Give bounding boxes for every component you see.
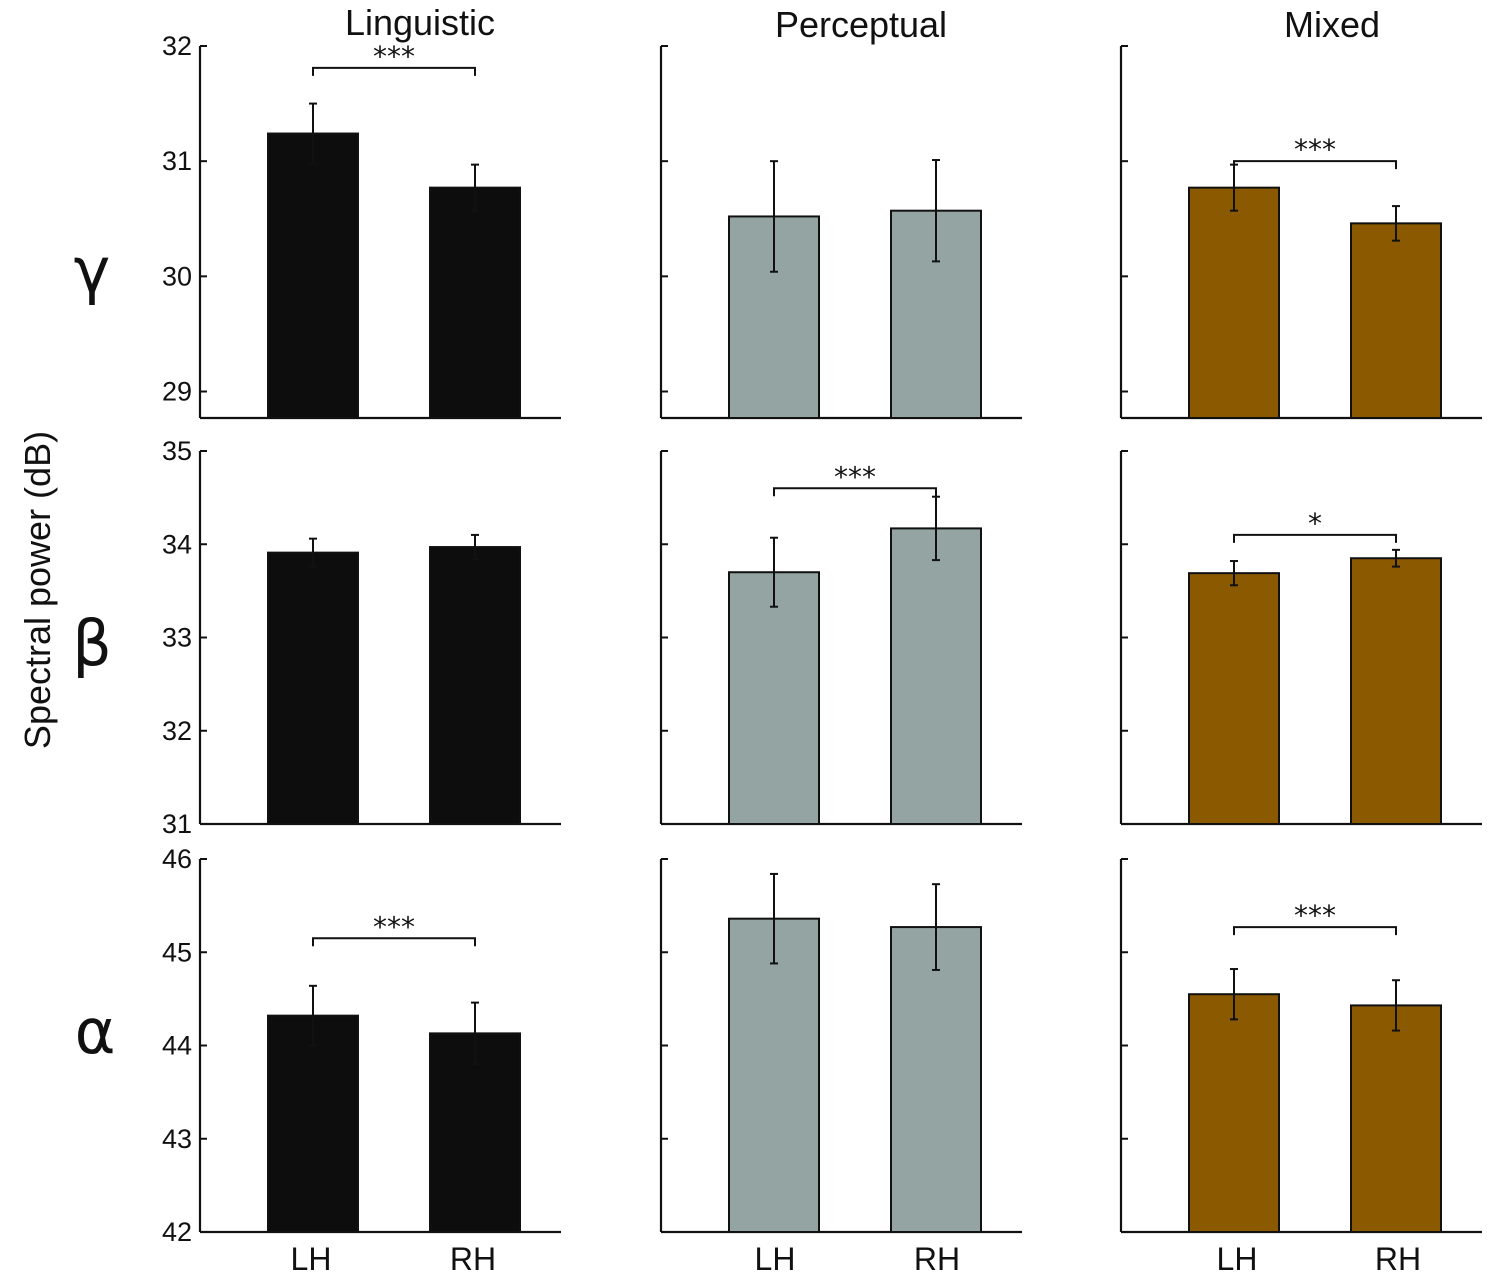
band-label-alpha: α <box>75 995 116 1068</box>
band-label-gamma: γ <box>74 234 111 307</box>
significance-bracket-gamma-linguistic <box>312 66 476 76</box>
band-labels: γ β α <box>72 234 115 1068</box>
panel-gamma-mixed: *** <box>1119 45 1482 420</box>
panel-gamma-linguistic: 29 30 31 32 *** <box>162 31 561 420</box>
y-tick-label-beta-linguistic-31: 31 <box>162 809 192 839</box>
panel-alpha-mixed: *** <box>1119 858 1482 1234</box>
significance-label-gamma-mixed: *** <box>1294 133 1336 166</box>
band-label-beta: β <box>72 607 112 680</box>
significance-label-beta-mixed: * <box>1308 507 1322 540</box>
category-label-lh-perceptual: LH <box>755 1241 796 1277</box>
bar-beta-linguistic-rh <box>429 546 521 825</box>
bar-beta-mixed-lh <box>1188 572 1280 825</box>
bar-gamma-mixed-lh <box>1188 186 1280 419</box>
panel-beta-mixed: * <box>1119 450 1482 826</box>
panel-alpha-linguistic: 42 43 44 45 46 *** <box>162 844 561 1247</box>
y-tick-label-gamma-linguistic-32: 32 <box>162 31 192 61</box>
y-tick-label-beta-linguistic-35: 35 <box>162 436 192 466</box>
bar-gamma-linguistic-lh <box>267 132 359 419</box>
significance-label-alpha-linguistic: *** <box>373 910 415 943</box>
category-label-rh-perceptual: RH <box>914 1241 960 1277</box>
bar-alpha-linguistic-rh <box>429 1032 521 1233</box>
column-titles: Linguistic Perceptual Mixed <box>345 2 1380 45</box>
y-tick-label-alpha-linguistic-44: 44 <box>162 1031 192 1061</box>
significance-bracket-alpha-mixed <box>1233 926 1397 936</box>
y-tick-label-gamma-linguistic-30: 30 <box>162 261 192 291</box>
bar-beta-linguistic-lh <box>267 551 359 826</box>
panel-gamma-perceptual <box>659 45 1022 420</box>
bar-gamma-mixed-rh <box>1350 222 1442 419</box>
significance-bracket-alpha-linguistic <box>312 937 476 947</box>
significance-bracket-beta-perceptual <box>773 487 937 497</box>
bar-gamma-linguistic-rh <box>429 186 521 419</box>
category-labels: LH RH LH RH LH RH <box>291 1241 1422 1277</box>
significance-bracket-gamma-mixed <box>1233 160 1397 170</box>
category-label-rh-linguistic: RH <box>450 1241 496 1277</box>
category-label-lh-mixed: LH <box>1217 1241 1258 1277</box>
y-tick-label-alpha-linguistic-43: 43 <box>162 1124 192 1154</box>
bar-beta-perceptual-rh <box>890 527 982 826</box>
bar-alpha-perceptual-lh <box>728 917 820 1233</box>
y-tick-label-alpha-linguistic-45: 45 <box>162 937 192 967</box>
significance-label-beta-perceptual: *** <box>834 460 876 493</box>
category-label-rh-mixed: RH <box>1375 1241 1421 1277</box>
y-tick-label-beta-linguistic-33: 33 <box>162 623 192 653</box>
significance-label-gamma-linguistic: *** <box>373 40 415 73</box>
y-tick-label-beta-linguistic-34: 34 <box>162 529 192 559</box>
category-label-lh-linguistic: LH <box>291 1241 332 1277</box>
bar-alpha-perceptual-rh <box>890 926 982 1233</box>
column-title-perceptual: Perceptual <box>775 4 947 45</box>
y-tick-label-gamma-linguistic-31: 31 <box>162 146 192 176</box>
y-tick-label-alpha-linguistic-42: 42 <box>162 1217 192 1247</box>
bar-alpha-mixed-rh <box>1350 1004 1442 1234</box>
bar-alpha-linguistic-lh <box>267 1014 359 1233</box>
panel-alpha-perceptual <box>659 858 1022 1234</box>
y-axis-label: Spectral power (dB) <box>17 431 58 749</box>
significance-label-alpha-mixed: *** <box>1294 899 1336 932</box>
y-tick-label-gamma-linguistic-29: 29 <box>162 377 192 407</box>
column-title-linguistic: Linguistic <box>345 2 495 43</box>
significance-bracket-beta-mixed <box>1233 533 1397 543</box>
bar-beta-mixed-rh <box>1350 557 1442 825</box>
bar-alpha-mixed-lh <box>1188 993 1280 1234</box>
column-title-mixed: Mixed <box>1284 4 1380 45</box>
panel-beta-perceptual: *** <box>659 450 1022 826</box>
bar-beta-perceptual-lh <box>728 571 820 825</box>
y-tick-label-beta-linguistic-32: 32 <box>162 716 192 746</box>
panel-beta-linguistic: 31 32 33 34 35 <box>162 436 561 839</box>
y-tick-label-alpha-linguistic-46: 46 <box>162 844 192 874</box>
